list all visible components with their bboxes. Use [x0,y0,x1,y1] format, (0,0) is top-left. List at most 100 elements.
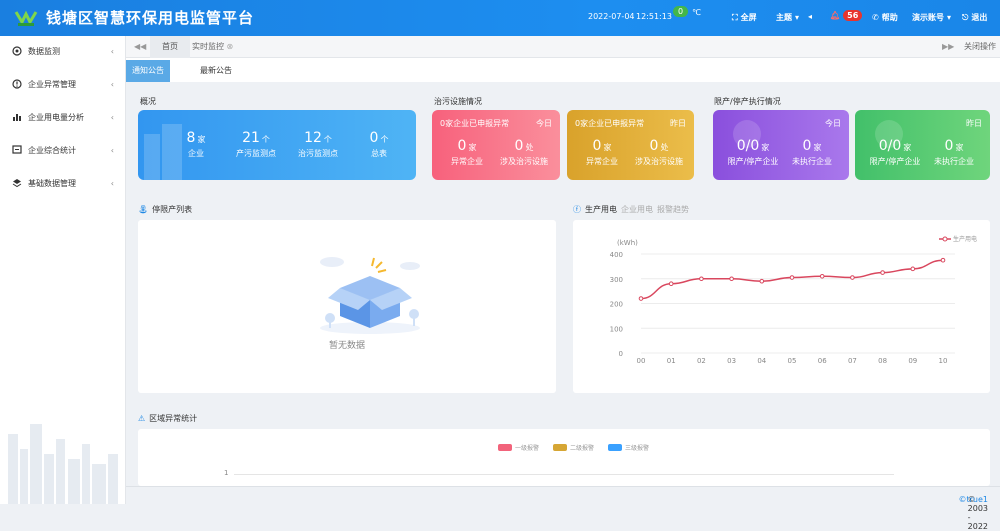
tab-notice[interactable]: 通知公告 [126,60,170,82]
data-point [850,275,855,280]
tab-alarm-trend[interactable]: 报警趋势 [657,205,689,214]
legend-marker [942,236,948,242]
data-point [819,273,825,279]
sidebar-item-statistics[interactable]: 企业综合统计 ‹ [0,139,126,161]
warning-icon: ⚠ [138,414,146,423]
logout-button[interactable]: ⎋ 退出 [962,12,988,23]
y-tick-label: 200 [610,301,623,309]
legend-level1[interactable]: 一级报警 [498,443,539,452]
y-tick-label: 300 [610,276,623,284]
logo-icon [14,10,38,26]
data-point [759,278,765,284]
restricted-list-panel: 暂无数据 [138,220,556,393]
phone-icon: ✆ [872,13,879,22]
stat-treatment-points: 12 个 治污监测点 [298,130,338,158]
caret-down-icon: ▾ [947,13,952,22]
close-ops-button[interactable]: 关闭操作 [964,42,996,51]
region-stats-panel: 一级报警 二级报警 三级报警 1 [138,429,990,486]
y-axis-unit-label: (kWh) [617,239,638,247]
alarm-button[interactable]: 🔔︎ 56 [830,10,863,21]
tabs-scroll-left-button[interactable]: ◀◀ [134,42,147,51]
x-tick-label: 03 [727,357,736,365]
bar-chart-icon [12,112,22,122]
notice-tabs: 通知公告 最新公告 [126,58,1000,82]
city-skyline-decoration [8,424,118,504]
lightning-icon: ⓕ [573,205,581,214]
header-time: 12:51:13 [636,12,672,21]
legend-label: 生产用电 [953,235,977,243]
x-tick-label: 04 [757,357,766,365]
tab-bar: ◀◀ 首页 实时监控 ⊗ ▶▶ 关闭操作 [126,36,1000,58]
legend-level3[interactable]: 三级报警 [608,443,649,452]
power-chart-tabs: ⓕ 生产用电 企业用电 报警趋势 [573,204,689,215]
x-tick-label: 01 [667,357,676,365]
y-tick-label: 400 [610,251,623,259]
stat-production-points: 21 个 产污监测点 [236,130,276,158]
sidebar-item-anomaly[interactable]: 企业异常管理 ‹ [0,73,126,95]
sidebar-item-data-monitor[interactable]: 数据监测 ‹ [0,40,126,62]
power-line-chart: (kWh) 0 100 200 300 400 00 01 02 03 04 05 06 07 08 09 10… [610,235,977,365]
data-point [789,275,795,280]
tabs-scroll-right-button[interactable]: ▶▶ [942,42,955,51]
alarm-count-badge: 56 [843,10,863,21]
chevron-left-icon: ‹ [110,112,114,122]
bell-icon: 🔔︎ [830,11,841,20]
factory-icon [875,120,903,148]
empty-box-icon [320,257,420,334]
region-gridline [234,474,894,475]
x-tick-label: 10 [939,357,948,365]
x-tick-label: 02 [697,357,706,365]
x-tick-label: 06 [818,357,827,365]
legend-level2[interactable]: 二级报警 [553,443,594,452]
y-tick-label: 100 [610,325,623,333]
caret-down-icon: ▾ [795,13,800,22]
tab-home[interactable]: 首页 [150,36,190,58]
theme-button[interactable]: 主题 ▾ [776,13,800,22]
tab-production-power[interactable]: 生产用电 [585,205,617,214]
data-point [638,296,644,301]
region-stats-title: ⚠ 区域异常统计 [138,414,198,423]
close-icon[interactable]: ⊗ [226,42,234,51]
chevron-left-icon: ‹ [110,46,114,56]
empty-text: 暂无数据 [328,341,365,351]
tab-realtime[interactable]: 实时监控 ⊗ [192,42,234,51]
stats-icon [12,145,22,155]
power-chart-panel: (kWh) 0 100 200 300 400 00 01 02 03 04 05 06 07 08 09 10… [573,220,990,393]
data-point [699,276,704,282]
prev-arrow-button[interactable]: ◂ [808,12,812,21]
sidebar-item-power-analysis[interactable]: 企业用电量分析 ‹ [0,106,126,128]
chevron-left-icon: ‹ [110,178,114,188]
fullscreen-button[interactable]: ⛶ 全屏 [732,12,757,23]
demo-account-menu[interactable]: 演示账号 ▾ [912,13,952,22]
tab-latest-notice[interactable]: 最新公告 [200,66,232,75]
sidebar-item-base-data[interactable]: 基础数据管理 ‹ [0,172,126,194]
x-tick-label: 09 [908,357,917,365]
factory-icon [733,120,761,148]
faucet-icon: ⛲︎ [138,205,149,214]
footer: © 2003 - 2022 ©true1 [126,486,1000,531]
building-icon [144,124,182,180]
data-point [940,257,946,263]
x-tick-label: 05 [788,357,797,365]
x-tick-label: 07 [848,357,857,365]
x-tick-label: 00 [637,357,646,365]
temperature-badge: 0 [673,6,689,17]
help-button[interactable]: ✆ 帮助 [872,13,898,22]
region-legend: 一级报警 二级报警 三级报警 [498,443,649,452]
tab-enterprise-power[interactable]: 企业用电 [621,205,653,214]
fullscreen-icon: ⛶ [732,12,738,22]
y-tick-label: 0 [619,350,623,358]
restricted-list-title: ⛲︎ 停限产列表 [138,205,193,214]
data-point [729,276,734,282]
chevron-left-icon: ‹ [110,79,114,89]
pollution-title: 治污设施情况 [434,97,482,106]
